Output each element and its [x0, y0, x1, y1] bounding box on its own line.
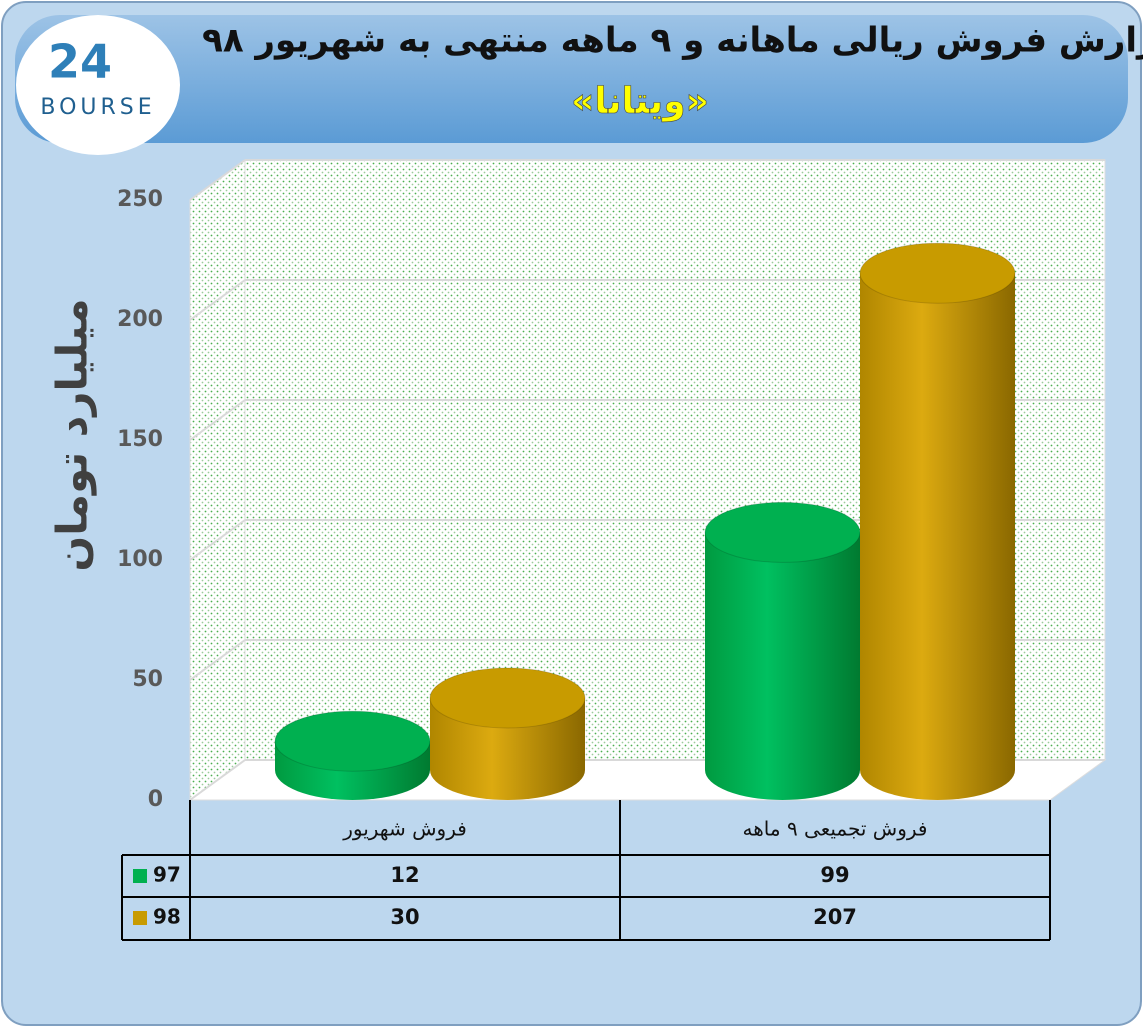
table-value: 99 [820, 863, 849, 887]
y-tick-label: 150 [117, 427, 163, 452]
chart-title: گزارش فروش ریالی ماهانه و ۹ ماهه منتهی ب… [202, 21, 1143, 61]
bar [274, 710, 431, 800]
grid-line [189, 759, 246, 801]
data-table [121, 800, 1051, 941]
y-tick-label: 0 [148, 787, 163, 812]
grid-line [189, 159, 246, 201]
grid-line [189, 399, 246, 441]
legend-label: 97 [153, 863, 181, 887]
legend-key [133, 869, 147, 883]
y-tick-label: 100 [117, 547, 163, 572]
bar-body [705, 532, 860, 770]
bar [859, 242, 1016, 800]
logo-badge [16, 15, 180, 155]
y-axis-label: میلیارد تومان [48, 298, 98, 571]
table-value: 12 [390, 863, 419, 887]
bar-top [859, 242, 1016, 304]
grid-line [189, 639, 246, 681]
header-band [15, 15, 1128, 143]
logo-name: BOURSE [40, 95, 155, 120]
table-value: 207 [813, 905, 857, 929]
bar [704, 501, 861, 800]
logo-number: 24 [48, 35, 112, 89]
bar-top [429, 667, 586, 729]
legend-label: 98 [153, 905, 181, 929]
chart-subtitle: «ویتانا» [571, 81, 709, 122]
side-wall [189, 159, 246, 801]
x-tick-label: فروش شهریور [342, 817, 467, 841]
y-tick-label: 250 [117, 187, 163, 212]
table-value: 30 [390, 905, 419, 929]
bar-top [704, 501, 861, 563]
legend-key [133, 911, 147, 925]
x-tick-label: فروش تجمیعی ۹ ماهه [743, 817, 928, 841]
grid-line [189, 519, 246, 561]
grid-line [189, 279, 246, 321]
bar-body [860, 273, 1015, 770]
bar [429, 667, 586, 800]
y-tick-label: 50 [132, 667, 163, 692]
bar-top [274, 710, 431, 772]
y-tick-label: 200 [117, 307, 163, 332]
